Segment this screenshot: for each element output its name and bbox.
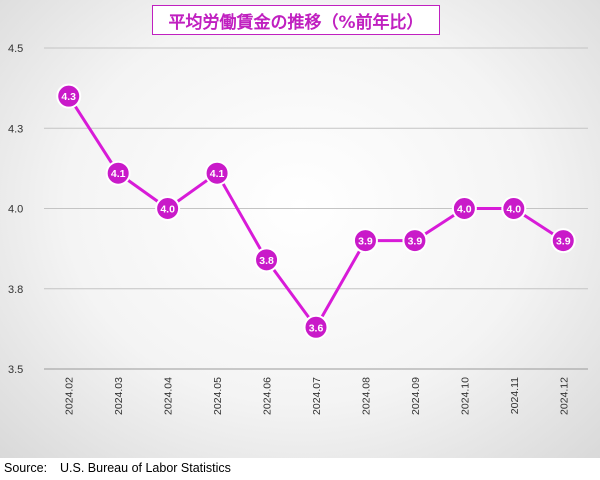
data-point	[254, 247, 280, 273]
data-label: 3.9	[358, 236, 373, 248]
x-tick-label: 2024.11	[509, 377, 521, 414]
data-label: 4.1	[111, 168, 126, 180]
data-point	[303, 314, 329, 340]
data-point	[204, 160, 230, 186]
source-label: Source:	[4, 461, 48, 475]
x-tick-label: 2024.07	[311, 377, 323, 415]
x-tick-label: 2024.06	[262, 377, 274, 415]
data-label: 3.9	[408, 236, 423, 248]
data-label: 4.1	[210, 168, 225, 180]
x-tick-label: 2024.03	[113, 377, 125, 415]
y-tick-label: 3.5	[8, 364, 23, 376]
data-point	[402, 228, 428, 254]
y-tick-label: 3.8	[8, 284, 23, 296]
chart-title: 平均労働賃金の推移（%前年比）	[152, 5, 440, 35]
data-point	[451, 196, 477, 221]
x-tick-label: 2024.02	[64, 377, 76, 415]
data-label: 4.3	[61, 91, 76, 103]
data-point	[155, 196, 181, 221]
data-label: 3.6	[309, 322, 324, 334]
x-tick-label: 2024.10	[459, 377, 471, 415]
series-line-path	[67, 95, 565, 329]
x-tick-labels: 2024.02 2024.03 2024.04 2024.05 2024.06 2024.…	[64, 377, 571, 415]
x-tick-label: 2024.09	[410, 377, 422, 415]
data-label: 3.9	[556, 236, 571, 248]
chart-panel	[0, 0, 600, 458]
x-tick-label: 2024.05	[212, 377, 224, 415]
source-note: Source: U.S. Bureau of Labor Statistics	[4, 461, 231, 479]
data-label: 4.0	[160, 204, 175, 216]
data-label: 4.0	[457, 204, 472, 216]
y-tick-label: 4.3	[8, 123, 23, 135]
data-point	[105, 160, 131, 186]
y-tick-label: 4.0	[8, 204, 23, 216]
series-line	[67, 95, 565, 329]
data-point	[56, 83, 82, 109]
y-tick-labels: 3.5 3.8 4.0 4.3 4.5	[8, 43, 23, 376]
y-tick-label: 4.5	[8, 43, 23, 55]
x-tick-label: 2024.12	[558, 377, 570, 415]
line-chart: 3.53.84.04.34.5 2024.02 2024.03 2024.04 202…	[8, 43, 588, 415]
x-tick-label: 2024.08	[360, 377, 372, 415]
data-point	[352, 228, 378, 254]
data-point	[550, 228, 576, 254]
x-tick-label: 2024.04	[163, 377, 175, 415]
data-markers: 4.3 4.1 4.0 4.1 3.8 3.6 3.9 3.9 4.0 4.0 3.9	[56, 83, 576, 340]
data-point	[501, 196, 527, 221]
data-label: 3.8	[259, 255, 274, 267]
data-label: 4.0	[507, 204, 522, 216]
source-text: U.S. Bureau of Labor Statistics	[60, 461, 231, 475]
